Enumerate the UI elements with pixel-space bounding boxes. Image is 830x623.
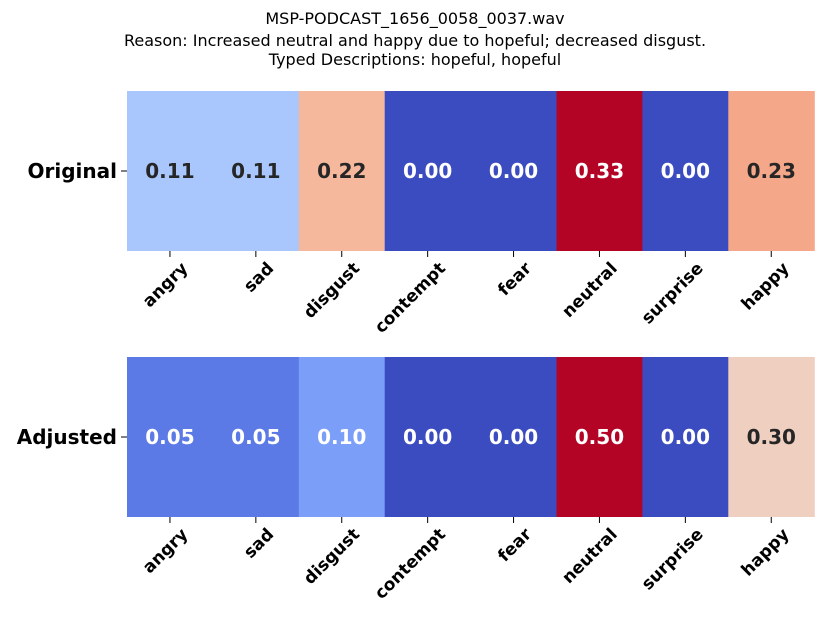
x-tick-label-happy: happy [738,525,794,581]
heatmap-cell-disgust [298,91,386,251]
chart-title-line-2: Reason: Increased neutral and happy due … [124,31,706,50]
cell-value-label: 0.05 [231,425,280,449]
x-tick-label-angry: angry [139,259,192,312]
cell-value-label: 0.30 [747,425,796,449]
cell-value-label: 0.00 [489,425,538,449]
heatmap-cell-neutral [556,357,643,517]
heatmap-cell-angry [127,357,214,517]
heatmap-cell-fear [470,357,558,517]
x-tick-label-contempt: contempt [371,259,450,338]
heatmap-panels: Original 0.11 angry 0.11 sad 0.22 disgust 0.00 c… [17,91,815,604]
heatmap-cell-fear [470,91,558,251]
heatmap-cell-contempt [384,357,472,517]
x-tick-label-fear: fear [494,258,536,300]
chart-title-line-1: MSP-PODCAST_1656_0058_0037.wav [265,9,564,29]
x-tick-label-sad: sad [240,259,278,297]
x-tick-label-fear: fear [494,524,536,566]
x-tick-label-happy: happy [738,259,794,315]
cell-value-label: 0.00 [661,425,710,449]
x-tick-label-sad: sad [240,525,278,563]
cell-value-label: 0.00 [403,159,452,183]
heatmap-cell-sad [212,357,300,517]
chart-title-line-3: Typed Descriptions: hopeful, hopeful [268,50,561,69]
heatmap-panel-original: Original 0.11 angry 0.11 sad 0.22 disgust 0.00 c… [28,91,815,338]
heatmap-cell-contempt [384,91,472,251]
cell-value-label: 0.11 [145,159,194,183]
heatmap-cell-angry [127,91,214,251]
cell-value-label: 0.00 [489,159,538,183]
x-tick-label-disgust: disgust [300,259,364,323]
heatmap-cell-surprise [642,91,729,251]
heatmap-cell-neutral [556,91,643,251]
x-tick-label-neutral: neutral [558,259,621,322]
heatmap-cell-happy [728,91,815,251]
cell-value-label: 0.05 [145,425,194,449]
heatmap-panel-adjusted: Adjusted 0.05 angry 0.05 sad 0.10 disgust 0.00 c… [17,357,815,604]
cell-value-label: 0.22 [317,159,366,183]
cell-value-label: 0.33 [575,159,624,183]
heatmap-cell-disgust [298,357,386,517]
x-tick-label-neutral: neutral [558,525,621,588]
x-tick-label-angry: angry [139,525,192,578]
x-tick-label-disgust: disgust [300,525,364,589]
cell-value-label: 0.00 [403,425,452,449]
x-tick-label-contempt: contempt [371,525,450,604]
cell-value-label: 0.23 [747,159,796,183]
x-tick-label-surprise: surprise [638,259,708,329]
cell-value-label: 0.11 [231,159,280,183]
x-tick-label-surprise: surprise [638,525,708,595]
cell-value-label: 0.50 [575,425,624,449]
cell-value-label: 0.00 [661,159,710,183]
heatmap-cell-sad [212,91,300,251]
cell-value-label: 0.10 [317,425,366,449]
row-label: Adjusted [17,425,117,449]
row-label: Original [28,159,117,183]
heatmap-cell-happy [728,357,815,517]
heatmap-cell-surprise [642,357,729,517]
